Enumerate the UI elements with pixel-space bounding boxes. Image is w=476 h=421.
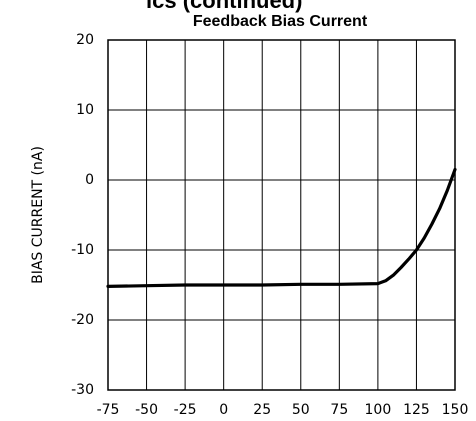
x-tick-label: 150 [442,402,469,418]
y-tick-label: 10 [76,102,94,118]
x-tick-label: -50 [135,402,158,418]
y-axis-label: BIAS CURRENT (nA) [30,146,46,284]
page-heading: ics (continued) [146,0,302,13]
x-tick-label: -75 [97,402,120,418]
y-tick-label: -30 [71,382,94,398]
y-tick-label: -20 [71,312,94,328]
x-tick-label: 25 [253,402,271,418]
x-tick-label: 50 [292,402,310,418]
chart-title: Feedback Bias Current [193,13,368,30]
x-tick-label: 0 [219,402,228,418]
x-tick-label: 75 [330,402,348,418]
plot-frame [107,39,456,391]
x-tick-label: -25 [174,402,197,418]
y-tick-label: -10 [71,242,94,258]
y-tick-label: 0 [85,172,94,188]
y-tick-label: 20 [76,32,94,48]
x-tick-label: 125 [403,402,430,418]
x-tick-label: 100 [365,402,392,418]
data-line [106,167,457,288]
